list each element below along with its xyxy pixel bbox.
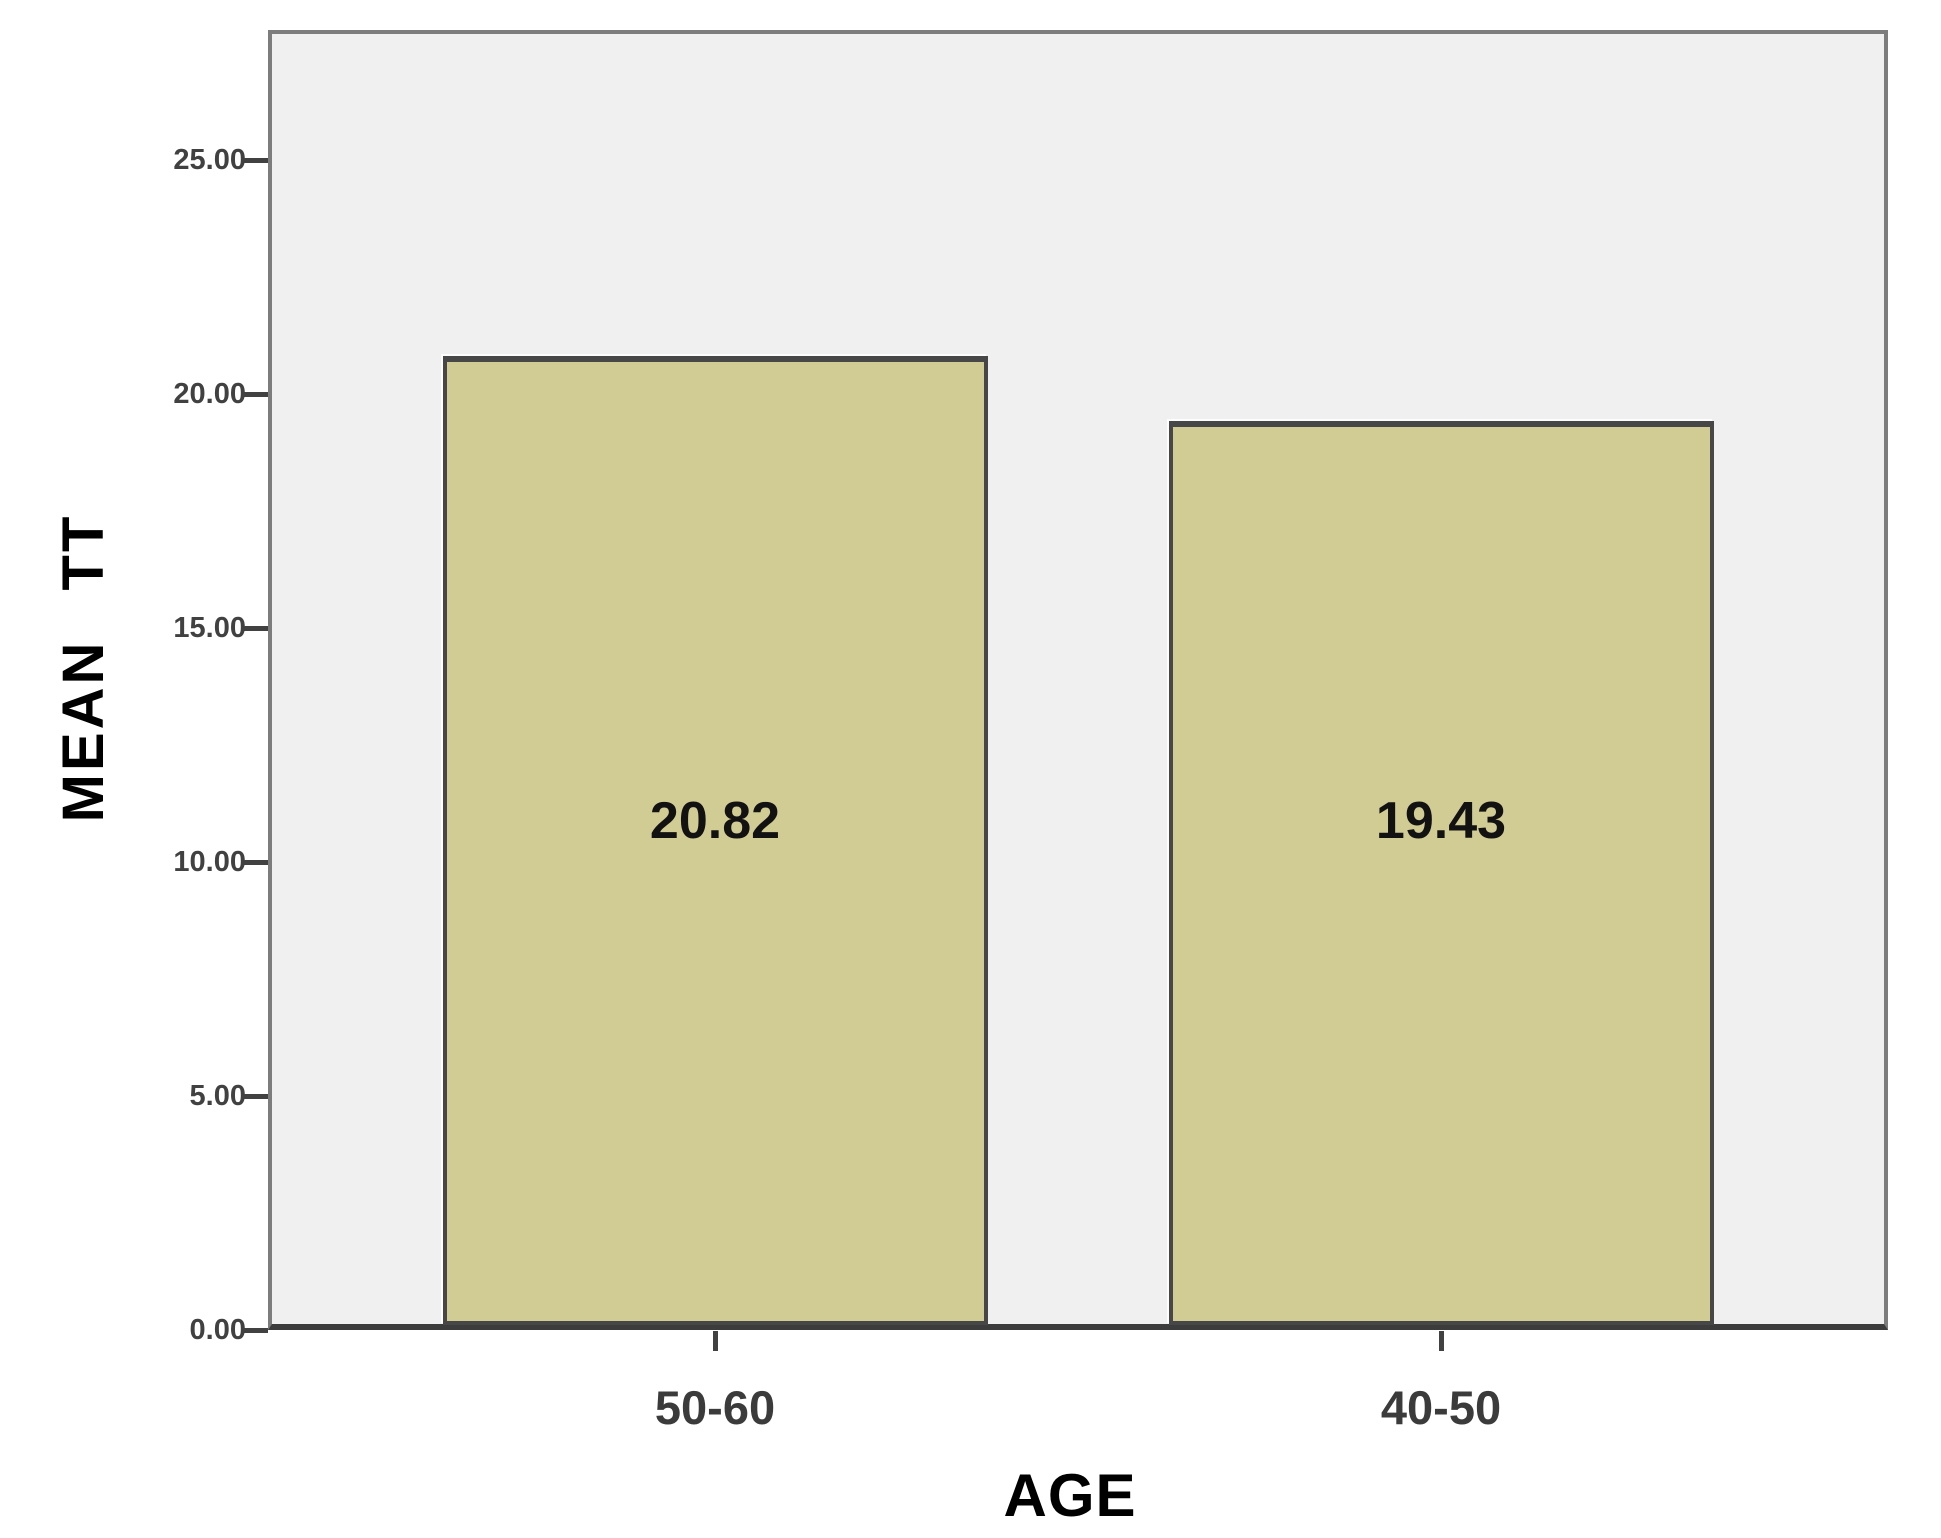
bar-50-60	[442, 356, 988, 1325]
y-tick-mark	[242, 626, 268, 631]
y-axis-title: MEAN TT	[51, 513, 116, 823]
bar-value-label: 19.43	[1375, 792, 1507, 850]
y-tick-mark	[242, 392, 268, 397]
y-tick-label: 20.00	[173, 378, 246, 410]
y-tick-mark	[242, 1094, 268, 1099]
y-tick-label: 0.00	[189, 1314, 246, 1346]
x-tick-label: 40-50	[1380, 1381, 1502, 1434]
x-axis-title: AGE	[1003, 1462, 1137, 1529]
y-tick-label: 5.00	[189, 1080, 246, 1112]
y-tick-mark	[242, 1328, 268, 1333]
y-tick-label: 15.00	[173, 612, 246, 644]
y-tick-label: 25.00	[173, 144, 246, 176]
x-tick-mark	[1439, 1331, 1444, 1351]
bar-value-label: 20.82	[649, 792, 781, 850]
y-tick-mark	[242, 860, 268, 865]
y-tick-label: 10.00	[173, 846, 246, 878]
x-tick-mark	[713, 1331, 718, 1351]
y-tick-mark	[242, 158, 268, 163]
x-tick-label: 50-60	[654, 1381, 776, 1434]
bar-40-50	[1168, 421, 1714, 1325]
